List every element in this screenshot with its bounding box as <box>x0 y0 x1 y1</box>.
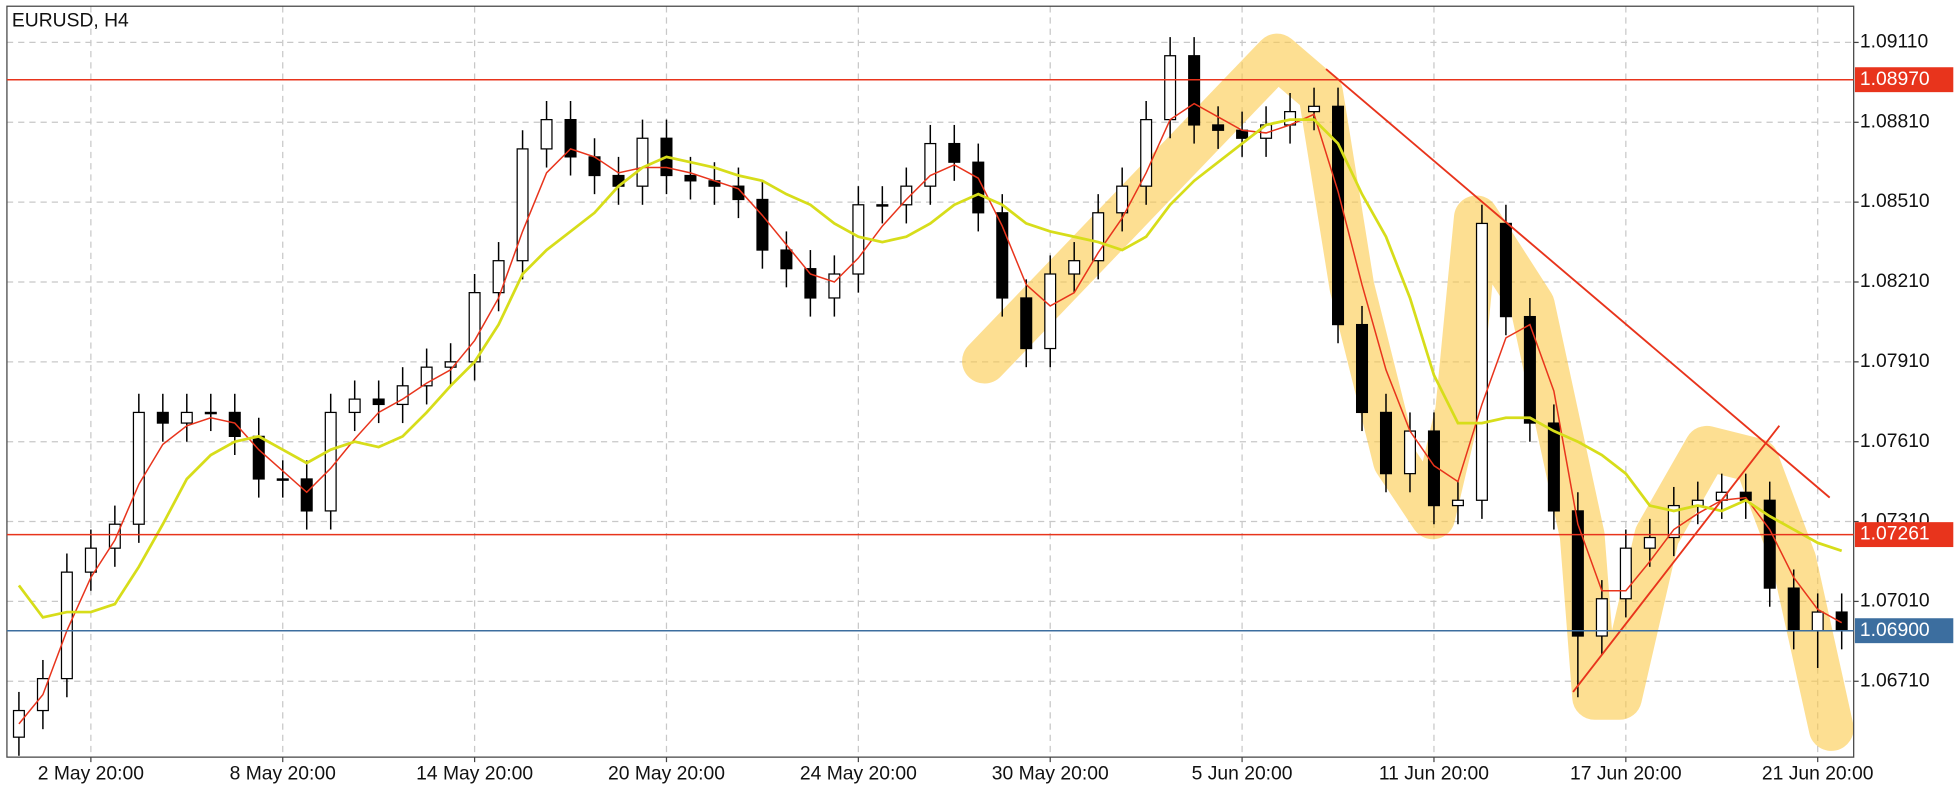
candle-body <box>132 411 145 525</box>
x-tick-label: 17 Jun 20:00 <box>1570 764 1682 785</box>
candle-body <box>444 361 457 368</box>
candle-body <box>1811 611 1824 632</box>
candle-body <box>540 118 553 150</box>
plot-frame <box>6 5 1855 758</box>
candle-body <box>732 185 745 201</box>
candle-body <box>1643 536 1656 549</box>
candle-body <box>300 478 313 512</box>
candle-body <box>1451 499 1464 507</box>
candle-body <box>972 161 985 214</box>
candle-body <box>900 185 913 206</box>
chart-title: EURUSD, H4 <box>12 10 129 31</box>
candle-body <box>1164 55 1177 121</box>
candle-body <box>1236 129 1249 139</box>
y-tick-label: 1.07910 <box>1860 351 1930 372</box>
y-tick-label: 1.08510 <box>1860 191 1930 212</box>
level-label-bg <box>1854 522 1954 548</box>
y-tick-label: 1.08210 <box>1860 271 1930 292</box>
candle-body <box>1547 422 1560 512</box>
level-label: 1.07261 <box>1860 524 1930 545</box>
x-tick-label: 30 May 20:00 <box>992 764 1109 785</box>
y-tick-label: 1.06710 <box>1860 670 1930 691</box>
x-tick-label: 11 Jun 20:00 <box>1379 764 1489 785</box>
x-tick-label: 20 May 20:00 <box>608 764 725 785</box>
level-label: 1.08970 <box>1860 69 1930 90</box>
y-tick-label: 1.08810 <box>1860 111 1930 132</box>
y-tick-label: 1.07010 <box>1860 591 1930 612</box>
candle-body <box>348 398 361 414</box>
marks <box>12 37 1848 756</box>
candle-body <box>1427 430 1440 507</box>
candle-body <box>492 260 505 294</box>
candle-body <box>1787 587 1800 632</box>
level-label-bg <box>1854 618 1954 644</box>
moving-average <box>18 102 1843 725</box>
candle-body <box>1116 185 1129 214</box>
x-tick-label: 2 May 20:00 <box>38 764 144 785</box>
candle-body <box>996 212 1009 299</box>
y-tick-label: 1.07610 <box>1860 431 1930 452</box>
candle-body <box>108 523 121 549</box>
candle-body <box>1068 260 1081 275</box>
candle-body <box>204 411 217 415</box>
candle-body <box>1212 124 1225 131</box>
candle-body <box>564 118 577 158</box>
candle-body <box>1140 118 1153 187</box>
candle-body <box>684 174 697 182</box>
candle-body <box>1523 315 1536 424</box>
candle-body <box>948 142 961 163</box>
x-tick-label: 5 Jun 20:00 <box>1192 764 1293 785</box>
level-label-bg <box>1854 67 1954 93</box>
candle-body <box>420 366 433 387</box>
candle-body <box>756 198 769 251</box>
candle-body <box>876 204 889 207</box>
candle-body <box>1020 297 1033 350</box>
candle-body <box>252 435 265 480</box>
moving-average <box>17 118 1843 619</box>
candle-body <box>180 411 193 424</box>
candle-body <box>324 411 337 512</box>
candle-body <box>924 142 937 187</box>
level-label: 1.06900 <box>1860 620 1930 641</box>
candle-body <box>468 292 481 363</box>
candle-body <box>780 249 793 270</box>
candle-body <box>516 148 529 262</box>
candle-body <box>828 273 841 299</box>
candle-body <box>372 398 385 406</box>
candle-body <box>12 709 25 738</box>
candle-body <box>60 571 73 680</box>
candle-body <box>1475 222 1488 501</box>
candle-body <box>636 137 649 187</box>
candle-body <box>1595 598 1608 637</box>
candle-body <box>1619 547 1632 600</box>
candle-body <box>156 411 169 424</box>
candle-body <box>1308 105 1321 113</box>
candle-body <box>1092 212 1105 262</box>
candle-body <box>1667 504 1680 539</box>
candle-body <box>276 478 289 481</box>
y-tick-label: 1.09110 <box>1860 32 1928 53</box>
candle-body <box>804 268 817 299</box>
candle-body <box>1188 55 1201 126</box>
x-tick-label: 14 May 20:00 <box>416 764 533 785</box>
trend-line <box>1572 425 1781 693</box>
candle-body <box>228 411 241 438</box>
candle-body <box>1571 510 1584 637</box>
candle-body <box>852 204 865 275</box>
candle-body <box>84 547 97 573</box>
candle-body <box>1763 499 1776 589</box>
candle-body <box>1499 222 1512 318</box>
candle-body <box>1355 323 1369 414</box>
x-tick-label: 8 May 20:00 <box>230 764 336 785</box>
x-tick-label: 24 May 20:00 <box>800 764 917 785</box>
trend-line <box>1325 68 1831 499</box>
candle-body <box>1379 411 1393 475</box>
x-tick-label: 21 Jun 20:00 <box>1762 764 1874 785</box>
candle-body <box>1044 273 1057 350</box>
